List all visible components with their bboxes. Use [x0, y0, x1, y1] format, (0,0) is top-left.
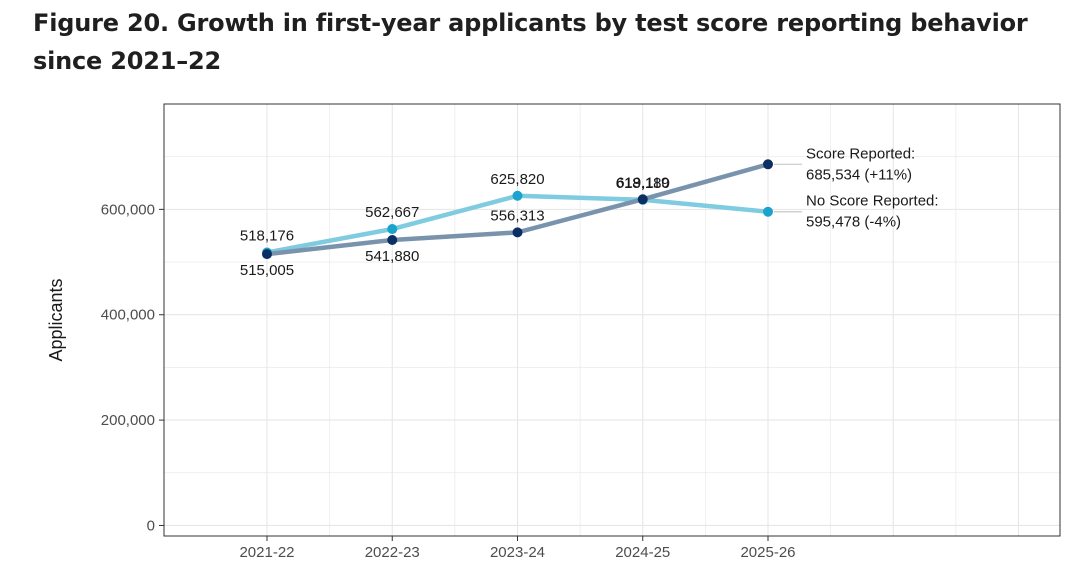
y-tick-label: 400,000	[101, 307, 155, 324]
end-label-connectors	[774, 163, 802, 213]
data-label: 562,667	[365, 204, 419, 221]
data-points	[262, 159, 773, 260]
x-tick-label: 2025-26	[740, 544, 795, 561]
x-tick-label: 2024-25	[615, 544, 670, 561]
data-label: 625,820	[490, 171, 544, 188]
y-axis-title: Applicants	[46, 278, 66, 361]
end-label-value: 595,478 (-4%)	[806, 214, 901, 231]
data-point-score-reported	[387, 234, 398, 245]
y-tick-label: 600,000	[101, 201, 155, 218]
y-tick-label: 0	[147, 517, 155, 534]
plot-panel	[164, 104, 1060, 536]
y-tick-label: 200,000	[101, 412, 155, 429]
data-label: 619,119	[616, 174, 669, 191]
data-label: 556,313	[490, 207, 544, 224]
data-labels: 515,005 541,880 556,313 619,119 518,176 562,6…	[240, 171, 670, 279]
figure-title: Figure 20. Growth in first-year applican…	[33, 9, 1028, 75]
data-label: 518,176	[240, 227, 294, 244]
plot-border	[163, 103, 1061, 537]
x-tick-label: 2022-23	[365, 544, 420, 561]
data-label: 541,880	[365, 248, 419, 265]
data-point-score-reported	[637, 194, 648, 205]
x-tick-label: 2021-22	[239, 544, 294, 561]
axis-ticks: 0 200,000 400,000 600,000 2021-22 2022-23 2023…	[101, 201, 796, 561]
data-point-score-reported	[763, 159, 773, 170]
x-tick-label: 2023-24	[490, 544, 545, 561]
end-label-name: No Score Reported:	[806, 193, 939, 210]
data-label: 515,005	[240, 262, 294, 279]
end-label-name: Score Reported:	[806, 145, 915, 162]
data-point-score-reported	[512, 227, 523, 238]
data-point-no-score-reported	[387, 224, 398, 235]
data-point-no-score-reported	[512, 190, 523, 201]
end-labels: Score Reported: 685,534 (+11%) No Score Re…	[806, 145, 939, 230]
end-label-value: 685,534 (+11%)	[806, 166, 912, 183]
data-point-no-score-reported	[763, 206, 773, 217]
data-label: 618,180	[616, 175, 670, 192]
data-point-score-reported	[262, 249, 272, 260]
